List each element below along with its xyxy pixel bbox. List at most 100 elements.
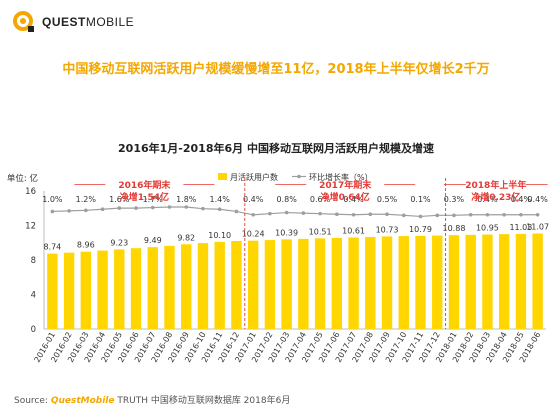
growth-rate-point bbox=[117, 206, 122, 210]
bar-value-label: 10.61 bbox=[342, 226, 365, 235]
growth-rate-label: 0.4% bbox=[511, 195, 532, 204]
chart-title: 2016年1月-2018年6月 中国移动互联网月活跃用户规模及增速 bbox=[118, 142, 434, 155]
annotation-subtitle: 净增0.23亿 bbox=[471, 191, 520, 203]
source-prefix: Source: bbox=[14, 396, 51, 406]
growth-rate-point bbox=[452, 213, 456, 218]
logo-brand-thin: MOBILE bbox=[85, 15, 135, 29]
growth-rate-point bbox=[217, 207, 222, 212]
growth-rate-point bbox=[234, 209, 239, 214]
y-tick-label: 0 bbox=[31, 325, 36, 335]
growth-rate-label: 0.6% bbox=[310, 195, 331, 204]
growth-rate-label: 0.4% bbox=[527, 195, 548, 204]
bar bbox=[298, 238, 309, 329]
y-tick-label: 12 bbox=[25, 222, 36, 232]
bar bbox=[97, 250, 108, 329]
growth-rate-point bbox=[67, 209, 71, 213]
growth-rate-label: 0.4% bbox=[477, 195, 498, 204]
growth-rate-point bbox=[418, 214, 423, 219]
annotation-subtitle: 净增1.54亿 bbox=[120, 191, 169, 203]
y-tick-label: 8 bbox=[31, 256, 36, 266]
logo: QUESTMOBILE bbox=[12, 10, 134, 34]
source-note: Source: QuestMobile TRUTH 中国移动互联网数据库 201… bbox=[14, 393, 290, 406]
legend-bar-label: 月活跃用户数 bbox=[230, 172, 278, 182]
growth-rate-point bbox=[268, 211, 272, 216]
bar-value-label: 9.23 bbox=[110, 238, 128, 247]
bar bbox=[398, 236, 409, 329]
annotation-title: 2017年期末 bbox=[319, 179, 372, 191]
growth-rate-point bbox=[184, 205, 189, 209]
bar bbox=[80, 251, 92, 329]
logo-brand-bold: QUEST bbox=[42, 15, 86, 29]
bar bbox=[482, 234, 493, 329]
annotation-title: 2016年期末 bbox=[118, 179, 171, 191]
bar bbox=[465, 234, 476, 329]
bar bbox=[448, 235, 460, 329]
growth-rate-label: 1.6% bbox=[109, 195, 130, 204]
bar bbox=[365, 236, 376, 329]
growth-rate-point bbox=[368, 212, 373, 217]
growth-rate-label: 0.4% bbox=[343, 195, 364, 204]
bar bbox=[532, 233, 543, 329]
bar-value-label: 10.39 bbox=[275, 228, 298, 237]
bar-value-label: 10.73 bbox=[376, 225, 399, 234]
logo-text: QUESTMOBILE bbox=[42, 15, 134, 29]
growth-rate-label: 0.4% bbox=[243, 195, 264, 204]
growth-rate-point bbox=[301, 211, 306, 215]
legend-line-label: 环比增长率（%） bbox=[309, 172, 373, 182]
bar bbox=[181, 244, 192, 329]
bar bbox=[331, 237, 343, 329]
bar bbox=[130, 248, 142, 329]
bar bbox=[498, 234, 510, 329]
growth-rate-point bbox=[435, 213, 440, 218]
growth-rate-point bbox=[351, 212, 356, 217]
bar bbox=[348, 237, 359, 329]
questmobile-logo-icon bbox=[13, 11, 34, 32]
growth-rate-point bbox=[84, 208, 88, 213]
growth-rate-point bbox=[535, 212, 540, 217]
source-text: TRUTH 中国移动互联网数据库 2018年6月 bbox=[114, 396, 291, 406]
bar bbox=[432, 235, 443, 329]
growth-rate-point bbox=[468, 212, 473, 217]
bar bbox=[381, 236, 393, 329]
growth-rate-label: 0.5% bbox=[377, 195, 398, 204]
growth-rate-label: 1.4% bbox=[210, 195, 231, 204]
bar bbox=[214, 241, 225, 329]
growth-rate-label: 1.7% bbox=[143, 195, 164, 204]
bar bbox=[63, 252, 75, 329]
y-tick-label: 16 bbox=[25, 187, 36, 197]
growth-rate-point bbox=[502, 212, 506, 217]
growth-rate-label: 1.0% bbox=[42, 195, 63, 204]
annotation-subtitle: 净增0.64亿 bbox=[321, 191, 370, 203]
growth-rate-label: 0.1% bbox=[410, 195, 431, 204]
growth-rate-point bbox=[50, 209, 55, 214]
growth-rate-point bbox=[284, 210, 289, 215]
headline: 中国移动互联网活跃用户规模缓慢增至11亿，2018年上半年仅增长2千万 bbox=[62, 62, 490, 77]
bar bbox=[515, 233, 527, 329]
bar-value-label: 8.96 bbox=[77, 241, 95, 250]
growth-rate-point bbox=[485, 212, 490, 217]
bar bbox=[47, 253, 58, 329]
bar bbox=[281, 239, 292, 329]
bar-value-label: 9.49 bbox=[144, 236, 162, 245]
bar bbox=[197, 243, 209, 329]
bar-value-label: 11.03 bbox=[509, 223, 532, 232]
growth-rate-point bbox=[201, 206, 205, 211]
chart: 单位: 亿 0 4 8 12 16 月活跃用户数 环比增长率（%） 8.74 8.96 9.23 9.… bbox=[7, 172, 549, 364]
bar bbox=[415, 235, 426, 329]
bar-value-label: 10.88 bbox=[443, 224, 466, 233]
growth-rate-label: 1.2% bbox=[76, 195, 97, 204]
bar bbox=[314, 238, 326, 329]
growth-rate-point bbox=[150, 205, 155, 210]
legend-bar-swatch bbox=[218, 173, 227, 180]
bar-value-label: 10.24 bbox=[242, 230, 265, 239]
bar bbox=[247, 240, 259, 329]
bar-value-label: 9.82 bbox=[177, 233, 195, 242]
growth-rate-point bbox=[385, 212, 389, 217]
y-unit-label: 单位: 亿 bbox=[7, 173, 38, 184]
y-tick-label: 4 bbox=[31, 291, 36, 301]
growth-rate-point bbox=[167, 205, 172, 209]
bar-value-label: 10.10 bbox=[208, 231, 231, 240]
growth-rate-point bbox=[335, 212, 339, 217]
growth-rate-point bbox=[318, 211, 322, 216]
bar bbox=[231, 241, 242, 329]
